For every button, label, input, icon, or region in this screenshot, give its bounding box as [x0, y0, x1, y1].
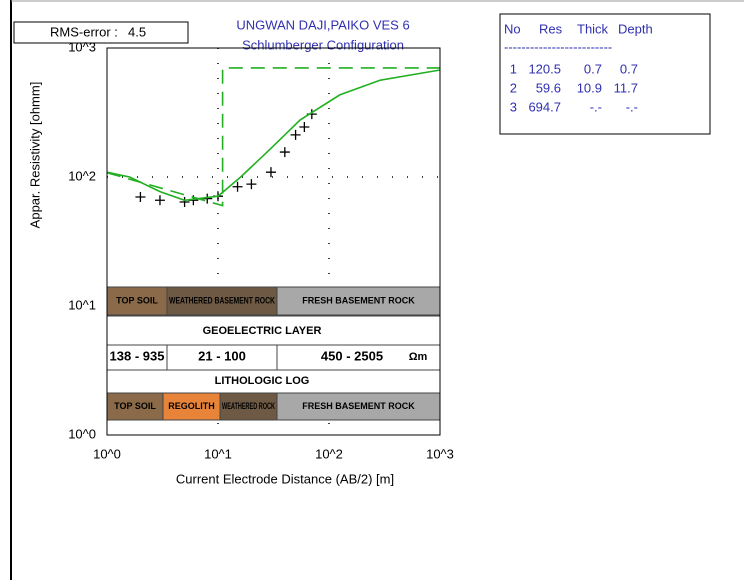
layer-segment — [166, 286, 278, 316]
table-cell: -.- — [590, 99, 602, 114]
chart-subtitle: Schlumberger Configuration — [242, 37, 404, 52]
x-tick-label: 10^3 — [426, 446, 454, 461]
layer-segment — [106, 286, 168, 316]
band-title: GEOELECTRIC LAYER — [203, 325, 322, 337]
table: No Res Thick Depth -------------------------… — [504, 21, 653, 114]
table-box — [499, 13, 711, 135]
resistivity-range: 21 - 100 — [198, 348, 246, 363]
y-tick-label: 10^0 — [68, 426, 96, 441]
table-cell: 10.9 — [577, 80, 602, 95]
table-cell: 59.6 — [536, 80, 561, 95]
layer-label: REGOLITH — [168, 401, 215, 411]
data-point — [279, 147, 290, 158]
table-cell: 694.7 — [528, 99, 561, 114]
layer-segment — [106, 392, 164, 421]
data-point — [246, 179, 257, 190]
table-header: No — [504, 21, 521, 36]
table-header: Res — [539, 21, 563, 36]
model-curve — [106, 69, 441, 202]
table-cell: 0.7 — [584, 61, 602, 76]
y-tick-label: 10^1 — [68, 297, 96, 312]
layer-segment — [276, 286, 441, 316]
y-tick-label: 10^2 — [68, 168, 96, 183]
resistivity-range: 450 - 2505 — [321, 348, 383, 363]
table-cell: 0.7 — [620, 61, 638, 76]
layer-label: TOP SOIL — [114, 401, 156, 411]
layer-label: WEATHERED ROCK — [222, 401, 275, 411]
table-cell: 3 — [510, 99, 517, 114]
rms-label: RMS-error : — [50, 24, 118, 39]
resistivity-unit: Ωm — [409, 351, 428, 363]
chart-title: UNGWAN DAJI,PAIKO VES 6 — [236, 17, 409, 32]
plot: 10^0 10^1 10^2 10^3 10^0 10^1 10^2 10^3 — [68, 39, 454, 461]
layer-strips: TOP SOIL WEATHERED BASEMENT ROCK FRESH BAS… — [106, 286, 441, 421]
model-line — [106, 67, 440, 207]
table-header: Depth — [618, 21, 653, 36]
rms-value: 4.5 — [128, 24, 146, 39]
layer-segment — [219, 392, 278, 421]
layer-label: TOP SOIL — [116, 295, 158, 305]
y-axis-label: Appar. Resistivity [ohmm] — [27, 82, 42, 229]
table-rule: ------------------------- — [504, 39, 612, 54]
y-tick-label: 10^3 — [68, 39, 96, 54]
x-tick-label: 10^2 — [315, 446, 343, 461]
x-tick-label: 10^1 — [204, 446, 232, 461]
x-tick-label: 10^0 — [93, 446, 121, 461]
data-point — [265, 167, 276, 178]
table-cell: 11.7 — [614, 80, 638, 95]
data-point — [154, 195, 165, 206]
layer-label: FRESH BASEMENT ROCK — [302, 401, 415, 411]
table-cell: -.- — [626, 99, 638, 114]
table-cell: 2 — [510, 80, 517, 95]
x-axis-label: Current Electrode Distance (AB/2) [m] — [176, 471, 394, 486]
data-point — [232, 181, 243, 192]
plot-frame — [106, 47, 441, 436]
band-title: LITHOLOGIC LOG — [215, 375, 310, 387]
table-cell: 120.5 — [528, 61, 561, 76]
data-point — [135, 191, 146, 202]
table-cell: 1 — [510, 61, 517, 76]
resistivity-range: 138 - 935 — [110, 348, 165, 363]
data-point — [179, 197, 190, 208]
rms-box — [13, 21, 189, 44]
table-header: Thick — [577, 21, 609, 36]
data-point — [299, 122, 310, 133]
layer-label: WEATHERED BASEMENT ROCK — [169, 295, 275, 305]
data-point — [290, 129, 301, 140]
layer-label: FRESH BASEMENT ROCK — [302, 295, 415, 305]
layer-segment — [276, 392, 441, 421]
